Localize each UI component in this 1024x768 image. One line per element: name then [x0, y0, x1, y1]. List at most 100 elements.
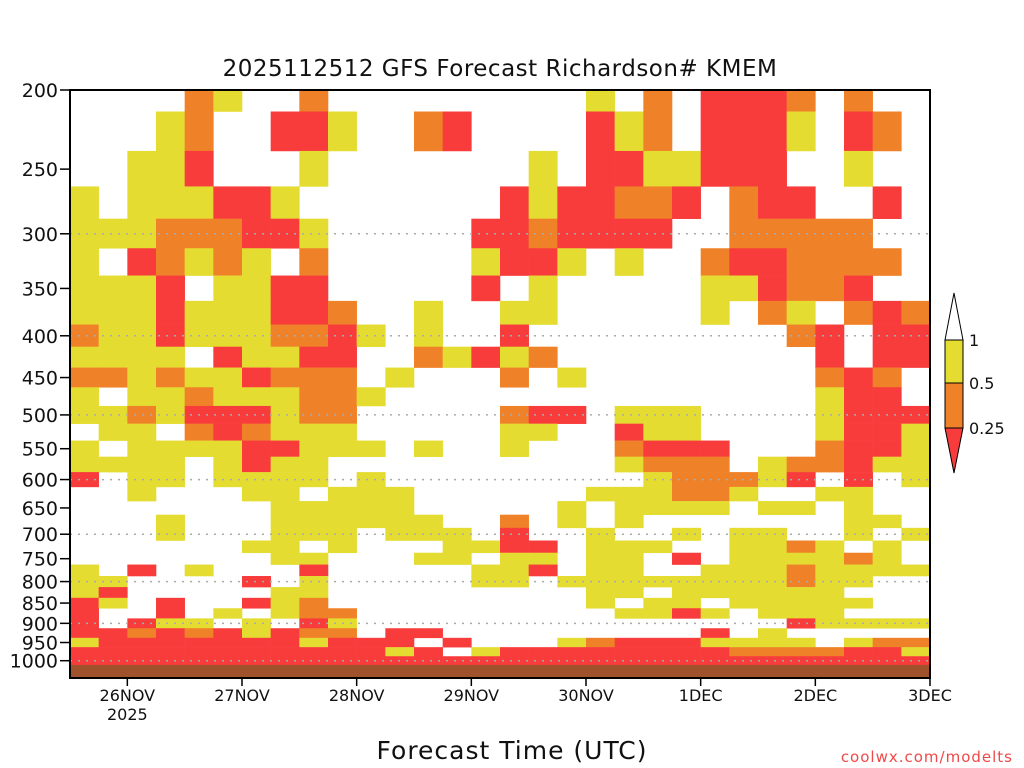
heatmap-cell — [786, 587, 816, 599]
heatmap-cell — [557, 367, 587, 388]
y-tick-label: 400 — [22, 326, 58, 348]
heatmap-cell — [184, 300, 214, 325]
heatmap-cell — [500, 324, 529, 347]
heatmap-cell — [500, 186, 529, 219]
heatmap-cell — [614, 575, 644, 588]
heatmap-cell — [414, 300, 443, 325]
heatmap-cell — [299, 423, 329, 441]
heatmap-cell — [643, 423, 673, 441]
heatmap-cell — [786, 300, 816, 325]
heatmap-cell — [700, 608, 730, 619]
y-tick-label: 350 — [22, 278, 58, 300]
heatmap-cell — [500, 405, 529, 424]
heatmap-cell — [98, 637, 128, 648]
heatmap-cell — [356, 324, 386, 347]
y-tick-label: 650 — [22, 498, 58, 520]
heatmap-cell — [213, 628, 243, 639]
heatmap-cell — [156, 628, 185, 639]
heatmap-cell — [672, 647, 701, 657]
heatmap-cell — [127, 628, 157, 639]
heatmap-cell — [872, 423, 902, 441]
heatmap-cell — [700, 637, 730, 648]
heatmap-cell — [557, 501, 587, 515]
heatmap-cell — [643, 575, 673, 588]
heatmap-cell — [844, 575, 873, 588]
heatmap-cell — [729, 552, 759, 565]
heatmap-cell — [500, 440, 529, 457]
heatmap-cell — [299, 564, 329, 577]
heatmap-cell — [328, 608, 357, 619]
heatmap-cell — [70, 324, 99, 347]
heatmap-cell — [643, 637, 673, 648]
heatmap-cell — [758, 564, 787, 577]
heatmap-cell — [213, 367, 243, 388]
heatmap-cell — [758, 647, 787, 657]
heatmap-cell — [844, 527, 873, 541]
heatmap-cell — [614, 656, 644, 666]
heatmap-cell — [643, 540, 673, 554]
heatmap-cell — [299, 514, 329, 529]
heatmap-cell — [901, 456, 931, 473]
heatmap-cell — [356, 440, 386, 457]
heatmap-cell — [127, 656, 157, 666]
y-tick-label: 600 — [22, 470, 58, 492]
heatmap-cell — [786, 637, 816, 648]
heatmap-cell — [299, 637, 329, 648]
heatmap-cell — [242, 597, 271, 609]
heatmap-cell — [901, 637, 931, 648]
heatmap-cell — [242, 486, 271, 502]
heatmap-cell — [385, 514, 415, 529]
heatmap-cell — [758, 608, 787, 619]
heatmap-cell — [471, 564, 501, 577]
heatmap-cell — [184, 628, 214, 639]
heatmap-cell — [270, 440, 300, 457]
heatmap-cell — [786, 647, 816, 657]
heatmap-cell — [500, 575, 529, 588]
heatmap-cell — [98, 597, 128, 609]
heatmap-cell — [270, 405, 300, 424]
heatmap-cell — [557, 575, 587, 588]
heatmap-cell — [414, 111, 443, 152]
heatmap-cell — [70, 248, 99, 276]
heatmap-cell — [127, 186, 157, 219]
heatmap-cell — [815, 656, 845, 666]
heatmap-cell — [557, 218, 587, 249]
heatmap-cell — [242, 248, 271, 276]
heatmap-cell — [758, 575, 787, 588]
heatmap-cell — [614, 186, 644, 219]
heatmap-cell — [184, 111, 214, 152]
heatmap-cell — [156, 514, 185, 529]
heatmap-cell — [586, 637, 615, 648]
heatmap-cell — [758, 552, 787, 565]
heatmap-cell — [500, 248, 529, 276]
heatmap-cell — [70, 440, 99, 457]
credit-link[interactable]: coolwx.com/modelts — [841, 748, 1013, 766]
heatmap-cell — [213, 637, 243, 648]
heatmap-cell — [872, 248, 902, 276]
heatmap-cell — [270, 587, 300, 599]
heatmap-cell — [299, 472, 329, 488]
heatmap-cell — [213, 440, 243, 457]
heatmap-cell — [557, 514, 587, 529]
heatmap-cell — [557, 186, 587, 219]
heatmap-cell — [758, 300, 787, 325]
heatmap-cell — [184, 440, 214, 457]
heatmap-cell — [242, 300, 271, 325]
heatmap-cell — [414, 440, 443, 457]
heatmap-cell — [299, 300, 329, 325]
heatmap-cell — [614, 608, 644, 619]
heatmap-cell — [844, 275, 873, 302]
y-tick-label: 250 — [22, 159, 58, 181]
heatmap-cell — [127, 637, 157, 648]
heatmap-cell — [127, 440, 157, 457]
heatmap-cell — [98, 587, 128, 599]
heatmap-cell — [786, 540, 816, 554]
heatmap-cell — [127, 300, 157, 325]
heatmap-cell — [872, 564, 902, 577]
heatmap-cell — [70, 618, 99, 629]
x-tick-label: 2DEC — [793, 686, 837, 705]
heatmap-cell — [270, 486, 300, 502]
heatmap-cell — [700, 456, 730, 473]
heatmap-cell — [328, 514, 357, 529]
heatmap-cell — [614, 456, 644, 473]
